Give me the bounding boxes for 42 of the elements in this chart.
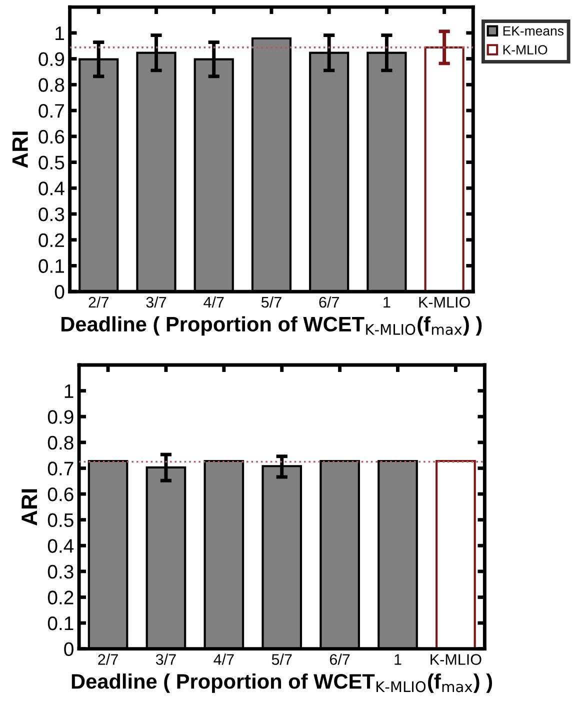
x-tick-label: 6/7 <box>330 654 350 665</box>
y-tick-label: 1 <box>56 26 64 40</box>
y-tick-label: 0.5 <box>48 513 74 528</box>
y-tick-label: 0.8 <box>48 436 74 450</box>
x-tick-label: K-MLIO <box>430 654 482 665</box>
x-tick-label: 5/7 <box>272 654 292 665</box>
x-tick-label: K-MLIO <box>419 296 470 308</box>
x-axis-title: Deadline ( Proportion of WCET$_{K-MLIO}$(f$_{max}$) ) <box>62 316 482 336</box>
x-tick-label: 2/7 <box>98 654 118 665</box>
y-axis-title: ARI <box>22 489 37 526</box>
y-tick-label: 0.8 <box>38 78 64 92</box>
legend-label: K-MLIO <box>503 45 548 54</box>
y-tick-label: 0.3 <box>38 207 64 222</box>
x-tick-label: 5/7 <box>261 296 282 308</box>
x-tick-label: 3/7 <box>156 654 176 665</box>
y-axis-title: ARI <box>12 132 28 168</box>
y-tick-label: 0.7 <box>38 104 64 118</box>
y-tick-label: 1 <box>64 384 74 398</box>
y-tick-label: 0.2 <box>48 590 74 604</box>
legend-label: EK-means <box>503 26 564 36</box>
y-tick-label: 0.3 <box>48 564 74 579</box>
x-tick-label: 1 <box>384 297 390 308</box>
x-tick-label: 1 <box>394 654 402 665</box>
y-tick-label: 0 <box>54 285 64 299</box>
y-tick-label: 0.6 <box>48 487 74 502</box>
x-tick-label: 3/7 <box>146 296 166 308</box>
y-tick-label: 0.2 <box>38 233 64 248</box>
x-tick-label: 4/7 <box>214 654 234 665</box>
y-tick-label: 0.9 <box>48 410 74 424</box>
x-axis-title: Deadline ( Proportion of WCET$_{K-MLIO}$(f$_{max}$) ) <box>72 673 492 693</box>
y-tick-label: 0.7 <box>48 462 74 476</box>
y-tick-label: 0.9 <box>38 52 64 66</box>
y-tick-label: 0.1 <box>38 259 64 273</box>
x-tick-label: 4/7 <box>204 296 224 308</box>
x-tick-label: 2/7 <box>88 296 108 308</box>
y-tick-label: 0 <box>64 642 74 656</box>
y-tick-label: 0.5 <box>38 156 64 170</box>
y-tick-label: 0.1 <box>48 616 74 630</box>
y-tick-label: 0.6 <box>38 130 64 144</box>
y-tick-label: 0.4 <box>48 539 74 553</box>
y-tick-label: 0.4 <box>38 182 64 196</box>
x-tick-label: 6/7 <box>319 296 339 308</box>
